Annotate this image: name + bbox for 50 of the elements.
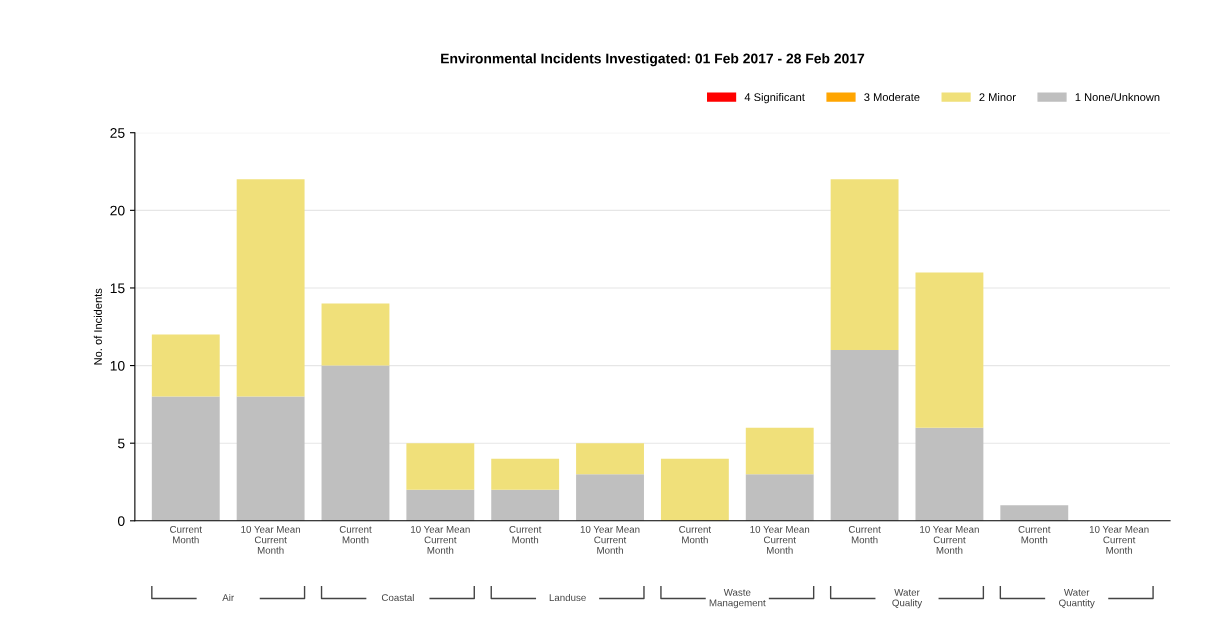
bar [491,489,560,521]
x-tick-label: 10 Year Mean Current Month [1089,525,1149,554]
chart-title: Environmental Incidents Investigated: 01 Feb 2017 - 28 Feb 2017 [441,53,865,67]
bar [236,396,305,521]
text: Air [222,593,234,601]
text: Coastal [381,593,414,602]
bar [406,443,475,490]
bar [321,303,390,366]
legend-label: 1 None/Unknown [1075,92,1160,102]
bar [1000,505,1069,521]
x-tick-label: Current Month [339,525,372,544]
bar [915,427,984,521]
x-tick-label: Current Month [848,525,881,544]
y-tick-label: 0 [117,516,125,526]
bar [236,179,305,397]
bar [321,365,390,521]
bar [151,396,220,521]
text: Water Quality [892,589,923,609]
bar [491,458,560,490]
x-tick-label: 10 Year Mean Current Month [411,525,470,554]
y-tick-label: 20 [110,205,125,216]
x-tick-label: 10 Year Mean Current Month [750,525,810,554]
y-tick-label: 10 [110,360,125,371]
x-tick-label: 10 Year Mean Current Month [241,525,301,554]
text: Landuse [549,593,586,602]
text: Water Quantity [1059,589,1095,609]
bar [830,179,899,351]
x-tick-label: Current Month [170,525,202,544]
x-tick-label: Current Month [679,525,712,544]
bar [151,334,220,397]
bar [745,474,814,521]
legend-label: 3 Moderate [864,92,920,102]
y-tick-label: 15 [110,283,125,294]
bar [576,443,644,475]
legend-label: 2 Minor [979,92,1016,102]
legend-label: 4 Significant [744,92,805,104]
bar [406,489,475,521]
bar [745,427,814,475]
bar [660,458,729,521]
y-tick-label: 5 [117,438,125,449]
bar [830,350,899,521]
x-tick-label: Current Month [1018,525,1051,544]
y-axis-title: No. of Incidents [93,288,102,365]
bar [576,474,644,521]
bar [915,272,984,428]
x-tick-label: 10 Year Mean Current Month [920,525,979,554]
y-tick-label: 25 [110,128,125,138]
text: Waste Management [709,589,766,609]
x-tick-label: 10 Year Mean Current Month [580,525,640,554]
x-tick-label: Current Month [509,525,542,544]
